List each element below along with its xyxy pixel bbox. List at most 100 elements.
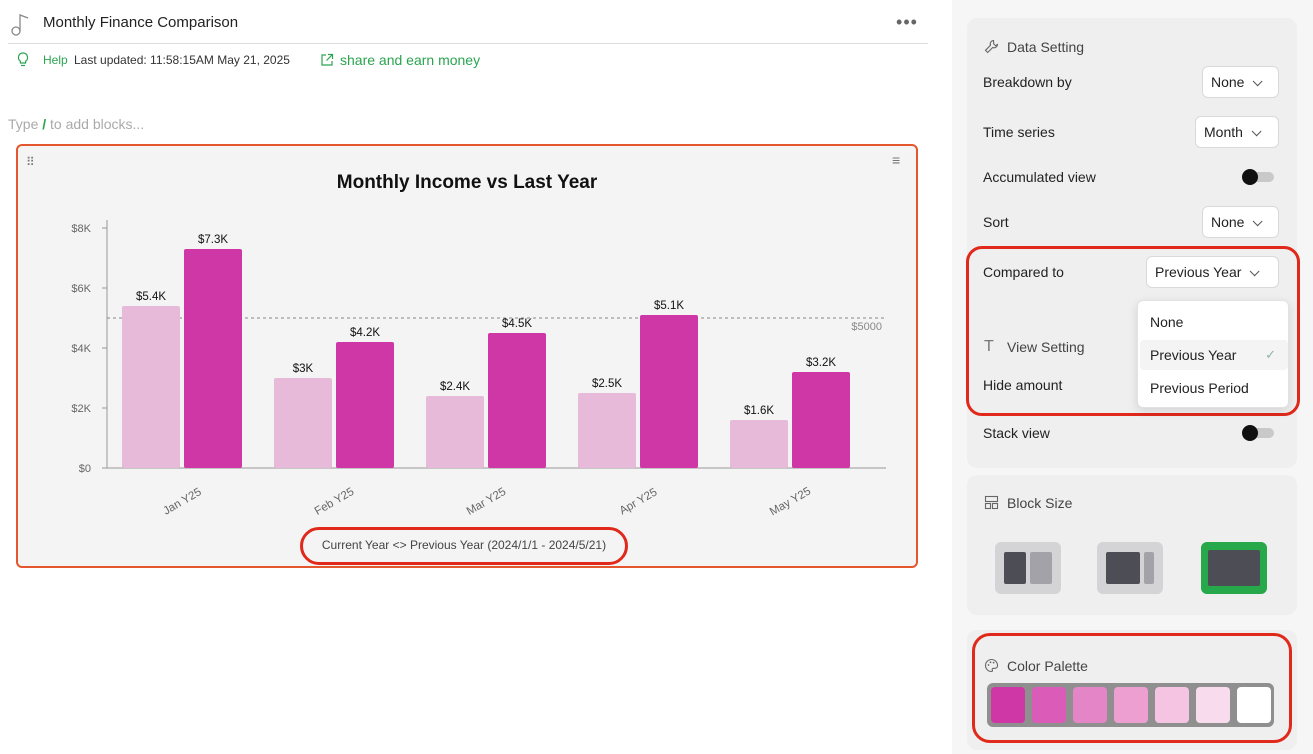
palette-icon xyxy=(984,658,999,673)
y-tick-label: $8K xyxy=(71,223,91,235)
help-link[interactable]: Help xyxy=(43,53,68,67)
data-label: $5.4K xyxy=(136,291,166,303)
block-size-full-button[interactable] xyxy=(1201,542,1267,594)
size-block-light xyxy=(1144,552,1154,584)
accumulated-label: Accumulated view xyxy=(983,169,1096,185)
breakdown-select[interactable]: None xyxy=(1202,66,1279,98)
x-tick-label: Jan Y25 xyxy=(161,486,203,517)
data-label: $2.5K xyxy=(592,378,622,390)
breakdown-value: None xyxy=(1211,74,1245,90)
chevron-down-icon xyxy=(1253,216,1264,227)
subtitle-highlight-ring xyxy=(300,527,628,565)
bar xyxy=(578,393,636,468)
external-link-icon[interactable] xyxy=(320,53,334,67)
option-previous-year-label: Previous Year xyxy=(1150,347,1237,363)
chart-subtitle: Current Year <> Previous Year (2024/1/1 … xyxy=(321,538,607,552)
color-swatch[interactable] xyxy=(1073,687,1107,723)
color-swatch[interactable] xyxy=(1155,687,1189,723)
block-size-title: Block Size xyxy=(1007,495,1073,511)
placeholder-type-text: Type xyxy=(8,116,39,132)
time-series-label: Time series xyxy=(983,124,1055,140)
stack-view-toggle[interactable] xyxy=(1242,425,1274,441)
sort-label: Sort xyxy=(983,214,1009,230)
data-label: $7.3K xyxy=(198,234,228,246)
block-size-two-thirds-button[interactable] xyxy=(1097,542,1163,594)
color-palette-selector[interactable] xyxy=(987,683,1274,727)
bar-chart: $0 $2K $4K $6K $8K $5000 $5.4K $7.3K Jan Y25 $3K $… xyxy=(71,220,886,518)
bar xyxy=(184,249,242,468)
option-previous-period[interactable]: Previous Period xyxy=(1150,380,1249,396)
size-block-dark xyxy=(1208,550,1260,586)
sort-select[interactable]: None xyxy=(1202,206,1279,238)
time-series-select[interactable]: Month xyxy=(1195,116,1279,148)
y-tick-label: $2K xyxy=(71,403,91,415)
stack-view-label: Stack view xyxy=(983,425,1050,441)
bar xyxy=(730,420,788,468)
option-none[interactable]: None xyxy=(1150,314,1184,330)
bar xyxy=(274,378,332,468)
layout-icon xyxy=(984,495,999,510)
bar xyxy=(488,333,546,468)
color-swatch[interactable] xyxy=(1196,687,1230,723)
compared-to-select[interactable]: Previous Year xyxy=(1146,256,1279,288)
y-tick-label: $6K xyxy=(71,283,91,295)
x-tick-label: Apr Y25 xyxy=(618,486,660,517)
placeholder-slash: / xyxy=(42,116,47,132)
data-label: $3.2K xyxy=(806,357,836,369)
bar xyxy=(122,306,180,468)
compared-to-highlight-ring xyxy=(966,246,1300,416)
color-swatch[interactable] xyxy=(1114,687,1148,723)
accumulated-toggle[interactable] xyxy=(1242,169,1274,185)
size-block-dark xyxy=(1004,552,1026,584)
data-label: $4.5K xyxy=(502,318,532,330)
placeholder-rest-text: to add blocks... xyxy=(50,116,145,132)
color-swatch[interactable] xyxy=(1032,687,1066,723)
sort-value: None xyxy=(1211,214,1245,230)
lightbulb-icon xyxy=(17,52,29,67)
color-palette-highlight-ring xyxy=(972,633,1292,743)
chart-menu-icon[interactable]: ≡ xyxy=(892,152,901,168)
bar xyxy=(640,315,698,468)
data-label: $4.2K xyxy=(350,327,380,339)
last-updated-text: Last updated: 11:58:15AM May 21, 2025 xyxy=(74,53,290,67)
breakdown-label: Breakdown by xyxy=(983,74,1072,90)
block-size-half-button[interactable] xyxy=(995,542,1061,594)
more-options-button[interactable]: ••• xyxy=(896,12,918,32)
music-note-icon xyxy=(11,14,29,36)
hide-amount-label: Hide amount xyxy=(983,377,1063,393)
option-previous-year[interactable]: Previous Year ✓ xyxy=(1140,340,1288,370)
chart-title: Monthly Income vs Last Year xyxy=(336,172,598,193)
color-swatch[interactable] xyxy=(1237,687,1271,723)
size-block-light xyxy=(1030,552,1052,584)
x-tick-label: Feb Y25 xyxy=(313,486,356,518)
bar xyxy=(336,342,394,468)
data-setting-title: Data Setting xyxy=(1007,39,1085,55)
bar xyxy=(792,372,850,468)
compared-to-value: Previous Year xyxy=(1155,264,1242,280)
compared-to-dropdown: None Previous Year ✓ Previous Period xyxy=(1137,300,1289,408)
drag-handle-icon[interactable]: ⠿ xyxy=(26,155,35,169)
color-swatch[interactable] xyxy=(991,687,1025,723)
check-icon: ✓ xyxy=(1265,347,1276,362)
data-label: $5.1K xyxy=(654,300,684,312)
data-label: $1.6K xyxy=(744,405,774,417)
text-type-icon: T xyxy=(984,338,994,355)
size-block-dark xyxy=(1106,552,1140,584)
time-series-value: Month xyxy=(1204,124,1243,140)
compared-to-label: Compared to xyxy=(983,264,1064,280)
color-palette-title: Color Palette xyxy=(1007,658,1088,674)
y-tick-label: $4K xyxy=(71,343,91,355)
share-link[interactable]: share and earn money xyxy=(340,52,481,68)
y-tick-label: $0 xyxy=(79,463,91,475)
chevron-down-icon xyxy=(1251,126,1262,137)
reference-line-label: $5000 xyxy=(851,321,882,333)
data-label: $2.4K xyxy=(440,381,470,393)
bar xyxy=(426,396,484,468)
toggle-knob xyxy=(1242,169,1258,185)
data-label: $3K xyxy=(293,363,314,375)
toggle-knob xyxy=(1242,425,1258,441)
chevron-down-icon xyxy=(1253,76,1264,87)
page-title: Monthly Finance Comparison xyxy=(43,14,239,31)
add-block-placeholder[interactable]: Type / to add blocks... xyxy=(8,116,144,132)
x-tick-label: May Y25 xyxy=(768,485,813,518)
